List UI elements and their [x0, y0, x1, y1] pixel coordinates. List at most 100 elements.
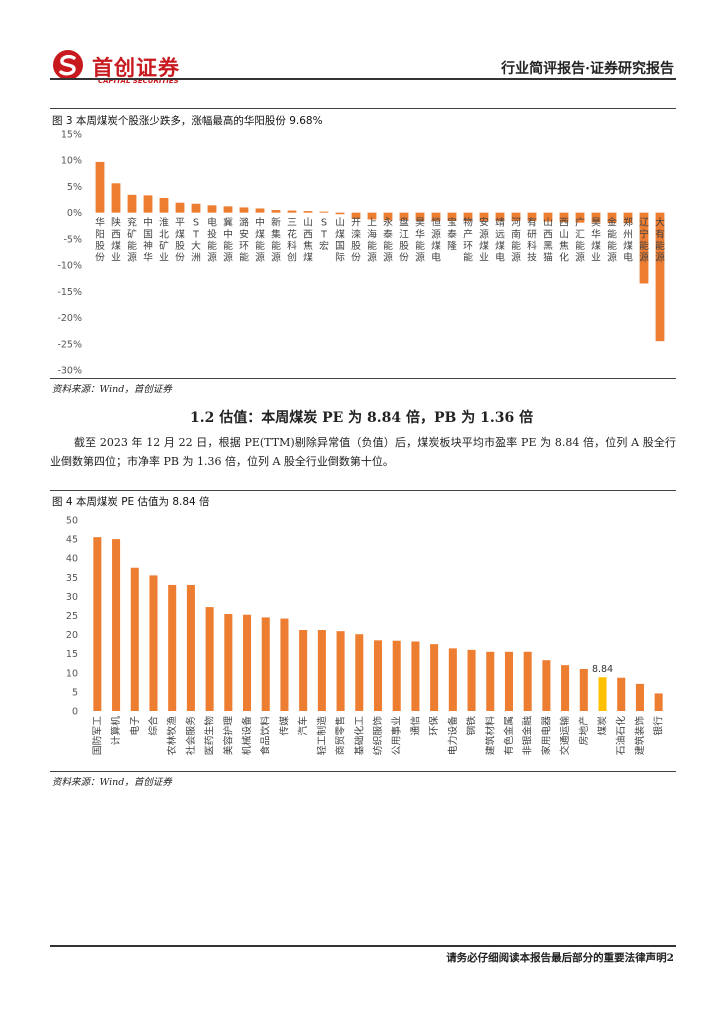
bar-潞安环能 — [239, 207, 249, 213]
bar-通信 — [411, 641, 420, 711]
x-tick-label: 有色金属 — [502, 716, 515, 755]
figure4-title: 图 4 本周煤炭 PE 估值为 8.84 倍 — [52, 496, 210, 508]
x-tick-label: 环保 — [427, 716, 440, 736]
bar-昊华能源 — [415, 212, 425, 222]
y-tick-label: -25% — [57, 339, 82, 350]
bar-宝泰隆 — [447, 212, 457, 222]
bar-电子 — [130, 567, 139, 711]
bar-纺织服饰 — [373, 640, 383, 711]
bar-陕西煤业 — [111, 183, 121, 213]
x-tick-label: 综合 — [146, 716, 159, 736]
figure4-bottom-rule — [50, 771, 676, 772]
x-tick-label: 煤炭 — [596, 716, 609, 736]
bar-淮北矿业 — [159, 197, 169, 213]
report-type-label: 行业简评报告·证券研究报告 — [501, 61, 674, 77]
y-tick-label: -20% — [57, 313, 82, 324]
bar-中国神华 — [143, 195, 153, 213]
x-tick-label: 机械设备 — [240, 716, 253, 755]
x-tick-label: 有研科技 — [527, 216, 537, 264]
y-tick-label: -10% — [57, 261, 82, 272]
x-tick-label: 物产环能 — [463, 216, 473, 264]
bar-辽宁能源 — [639, 212, 649, 284]
y-tick-label: 10 — [66, 668, 78, 679]
bar-有色金属 — [504, 651, 513, 711]
bar-电力设备 — [448, 648, 457, 711]
x-tick-label: 华阳股份 — [95, 216, 105, 264]
bar-金能能源 — [607, 212, 617, 224]
bar-传媒 — [280, 618, 289, 711]
x-tick-label: 石油石化 — [614, 716, 627, 755]
x-tick-label: 潞安环能 — [239, 216, 249, 264]
bar-非银金融 — [523, 651, 532, 711]
footer-disclaimer: 请务必仔细阅读本报告最后部分的重要法律声明2 — [446, 952, 674, 964]
y-tick-label: 50 — [66, 516, 78, 527]
y-tick-label: 30 — [66, 592, 78, 603]
x-tick-label: 三花科创 — [287, 218, 297, 264]
bar-盘江股份 — [399, 212, 409, 221]
x-tick-label: 医药生物 — [203, 716, 216, 755]
bar-三花科创 — [287, 210, 297, 213]
bar-中煤能源 — [255, 208, 265, 213]
y-tick-label: -15% — [57, 287, 82, 298]
y-tick-label: 5% — [67, 182, 82, 193]
x-tick-label: 社会服务 — [184, 716, 197, 755]
x-tick-label: 兖矿能源 — [127, 216, 137, 264]
bar-ST大洲 — [191, 203, 201, 213]
bar-电投能源 — [207, 205, 217, 213]
figure3-title: 图 3 本周煤炭个股涨少跌多，涨幅最高的华阳股份 9.68% — [52, 115, 323, 127]
bar-银行 — [654, 693, 663, 711]
x-tick-label: 陕西煤业 — [111, 216, 121, 264]
x-tick-label: 昊华煤业 — [591, 217, 601, 264]
x-tick-label: 农林牧渔 — [165, 716, 178, 755]
bar-ST宏 — [319, 211, 329, 213]
x-tick-label: 建筑材料 — [483, 716, 496, 755]
x-tick-label: 食品饮料 — [259, 716, 272, 755]
y-tick-label: 25 — [66, 611, 78, 622]
x-tick-label: 传媒 — [278, 716, 290, 736]
x-tick-label: 商贸零售 — [334, 716, 347, 755]
bar-兖矿能源 — [127, 194, 137, 213]
header-divider — [50, 78, 676, 80]
bar-钢铁 — [467, 649, 476, 711]
data-label-coal: 8.84 — [592, 664, 613, 675]
bar-综合 — [149, 575, 158, 711]
x-tick-label: 汽车 — [296, 716, 309, 736]
bar-国防军工 — [93, 537, 102, 711]
y-tick-label: 15% — [61, 130, 82, 141]
bar-石油石化 — [617, 677, 626, 711]
x-tick-label: 美容护理 — [221, 716, 234, 755]
bar-环保 — [430, 644, 439, 711]
x-tick-label: 山煤国际 — [335, 217, 345, 264]
x-tick-label: 西山焦化 — [559, 218, 569, 264]
x-tick-label: 郑州煤电 — [623, 216, 633, 264]
x-tick-label: 家用电器 — [539, 716, 552, 755]
x-tick-label: 电投能源 — [207, 216, 217, 264]
logo-brand-name-en: CAPITAL SECURITIES — [98, 77, 179, 85]
x-tick-label: 山西焦煤 — [303, 217, 313, 264]
bar-恒源煤电 — [431, 212, 441, 222]
x-tick-label: 淮北矿业 — [159, 217, 169, 264]
y-tick-label: 45 — [66, 535, 78, 546]
bar-公用事业 — [392, 640, 401, 711]
bar-西山焦化 — [559, 212, 569, 223]
bar-农林牧渔 — [168, 584, 177, 711]
x-tick-label: 房地产 — [577, 716, 590, 746]
x-tick-label: 宝泰隆 — [447, 216, 457, 252]
bar-基础化工 — [355, 634, 364, 711]
bar-医药生物 — [205, 607, 214, 711]
y-tick-label: 0 — [72, 707, 78, 718]
y-tick-label: 35 — [66, 573, 78, 584]
x-tick-label: 基础化工 — [352, 716, 365, 755]
y-tick-label: 5 — [72, 687, 78, 698]
x-tick-label: 公用事业 — [390, 716, 403, 755]
section-paragraph: 截至 2023 年 12 月 22 日，根据 PE(TTM)剔除异常值（负值）后… — [50, 436, 676, 468]
x-tick-label: 安源煤业 — [479, 216, 489, 264]
bar-美容护理 — [224, 613, 233, 711]
y-tick-label: 15 — [66, 649, 78, 660]
x-tick-label: 平煤股份 — [175, 218, 185, 264]
bar-大有能源 — [655, 212, 665, 342]
bar-河南能源 — [511, 212, 521, 222]
y-tick-label: 10% — [61, 156, 82, 167]
x-tick-label: 钢铁 — [465, 716, 478, 736]
